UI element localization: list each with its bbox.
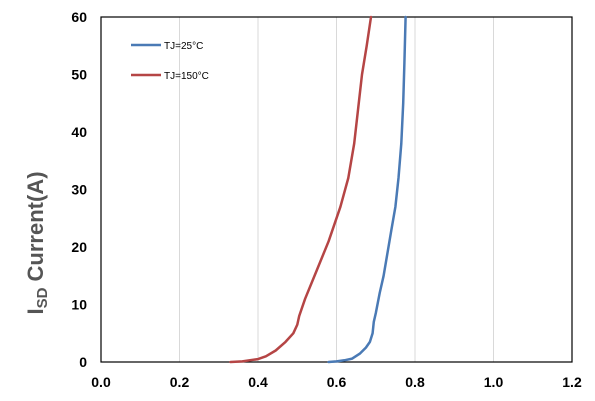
series-line-tj-25 <box>327 15 407 364</box>
y-tick-label: 40 <box>71 124 87 140</box>
tick-layer: 0.0 0.2 0.4 0.6 0.8 1.0 1.2 0 10 20 30 40 50 60 <box>71 9 582 390</box>
y-axis-label-main: I <box>23 308 48 314</box>
x-tick-label: 1.2 <box>562 374 582 390</box>
legend: TJ=25°C TJ=150°C <box>131 41 209 82</box>
y-tick-label: 0 <box>79 354 87 370</box>
series-layer <box>229 15 407 364</box>
series-line-tj-150 <box>229 15 373 364</box>
y-axis-label: ISD Current(A) <box>23 171 51 314</box>
x-tick-label: 0.0 <box>91 374 111 390</box>
x-tick-label: 0.4 <box>248 374 268 390</box>
y-tick-label: 30 <box>71 182 87 198</box>
legend-label: TJ=25°C <box>164 41 203 52</box>
y-tick-label: 20 <box>71 239 87 255</box>
grid-layer <box>100 17 573 362</box>
x-tick-label: 0.8 <box>405 374 425 390</box>
y-axis-label-suffix: Current(A) <box>23 171 48 287</box>
x-tick-label: 1.0 <box>484 374 504 390</box>
y-tick-label: 50 <box>71 67 87 83</box>
x-tick-label: 0.2 <box>170 374 190 390</box>
x-tick-label: 0.6 <box>327 374 347 390</box>
y-tick-label: 10 <box>71 297 87 313</box>
legend-label: TJ=150°C <box>164 71 209 82</box>
y-tick-label: 60 <box>71 9 87 25</box>
y-axis-label-subscript: SD <box>34 287 51 308</box>
